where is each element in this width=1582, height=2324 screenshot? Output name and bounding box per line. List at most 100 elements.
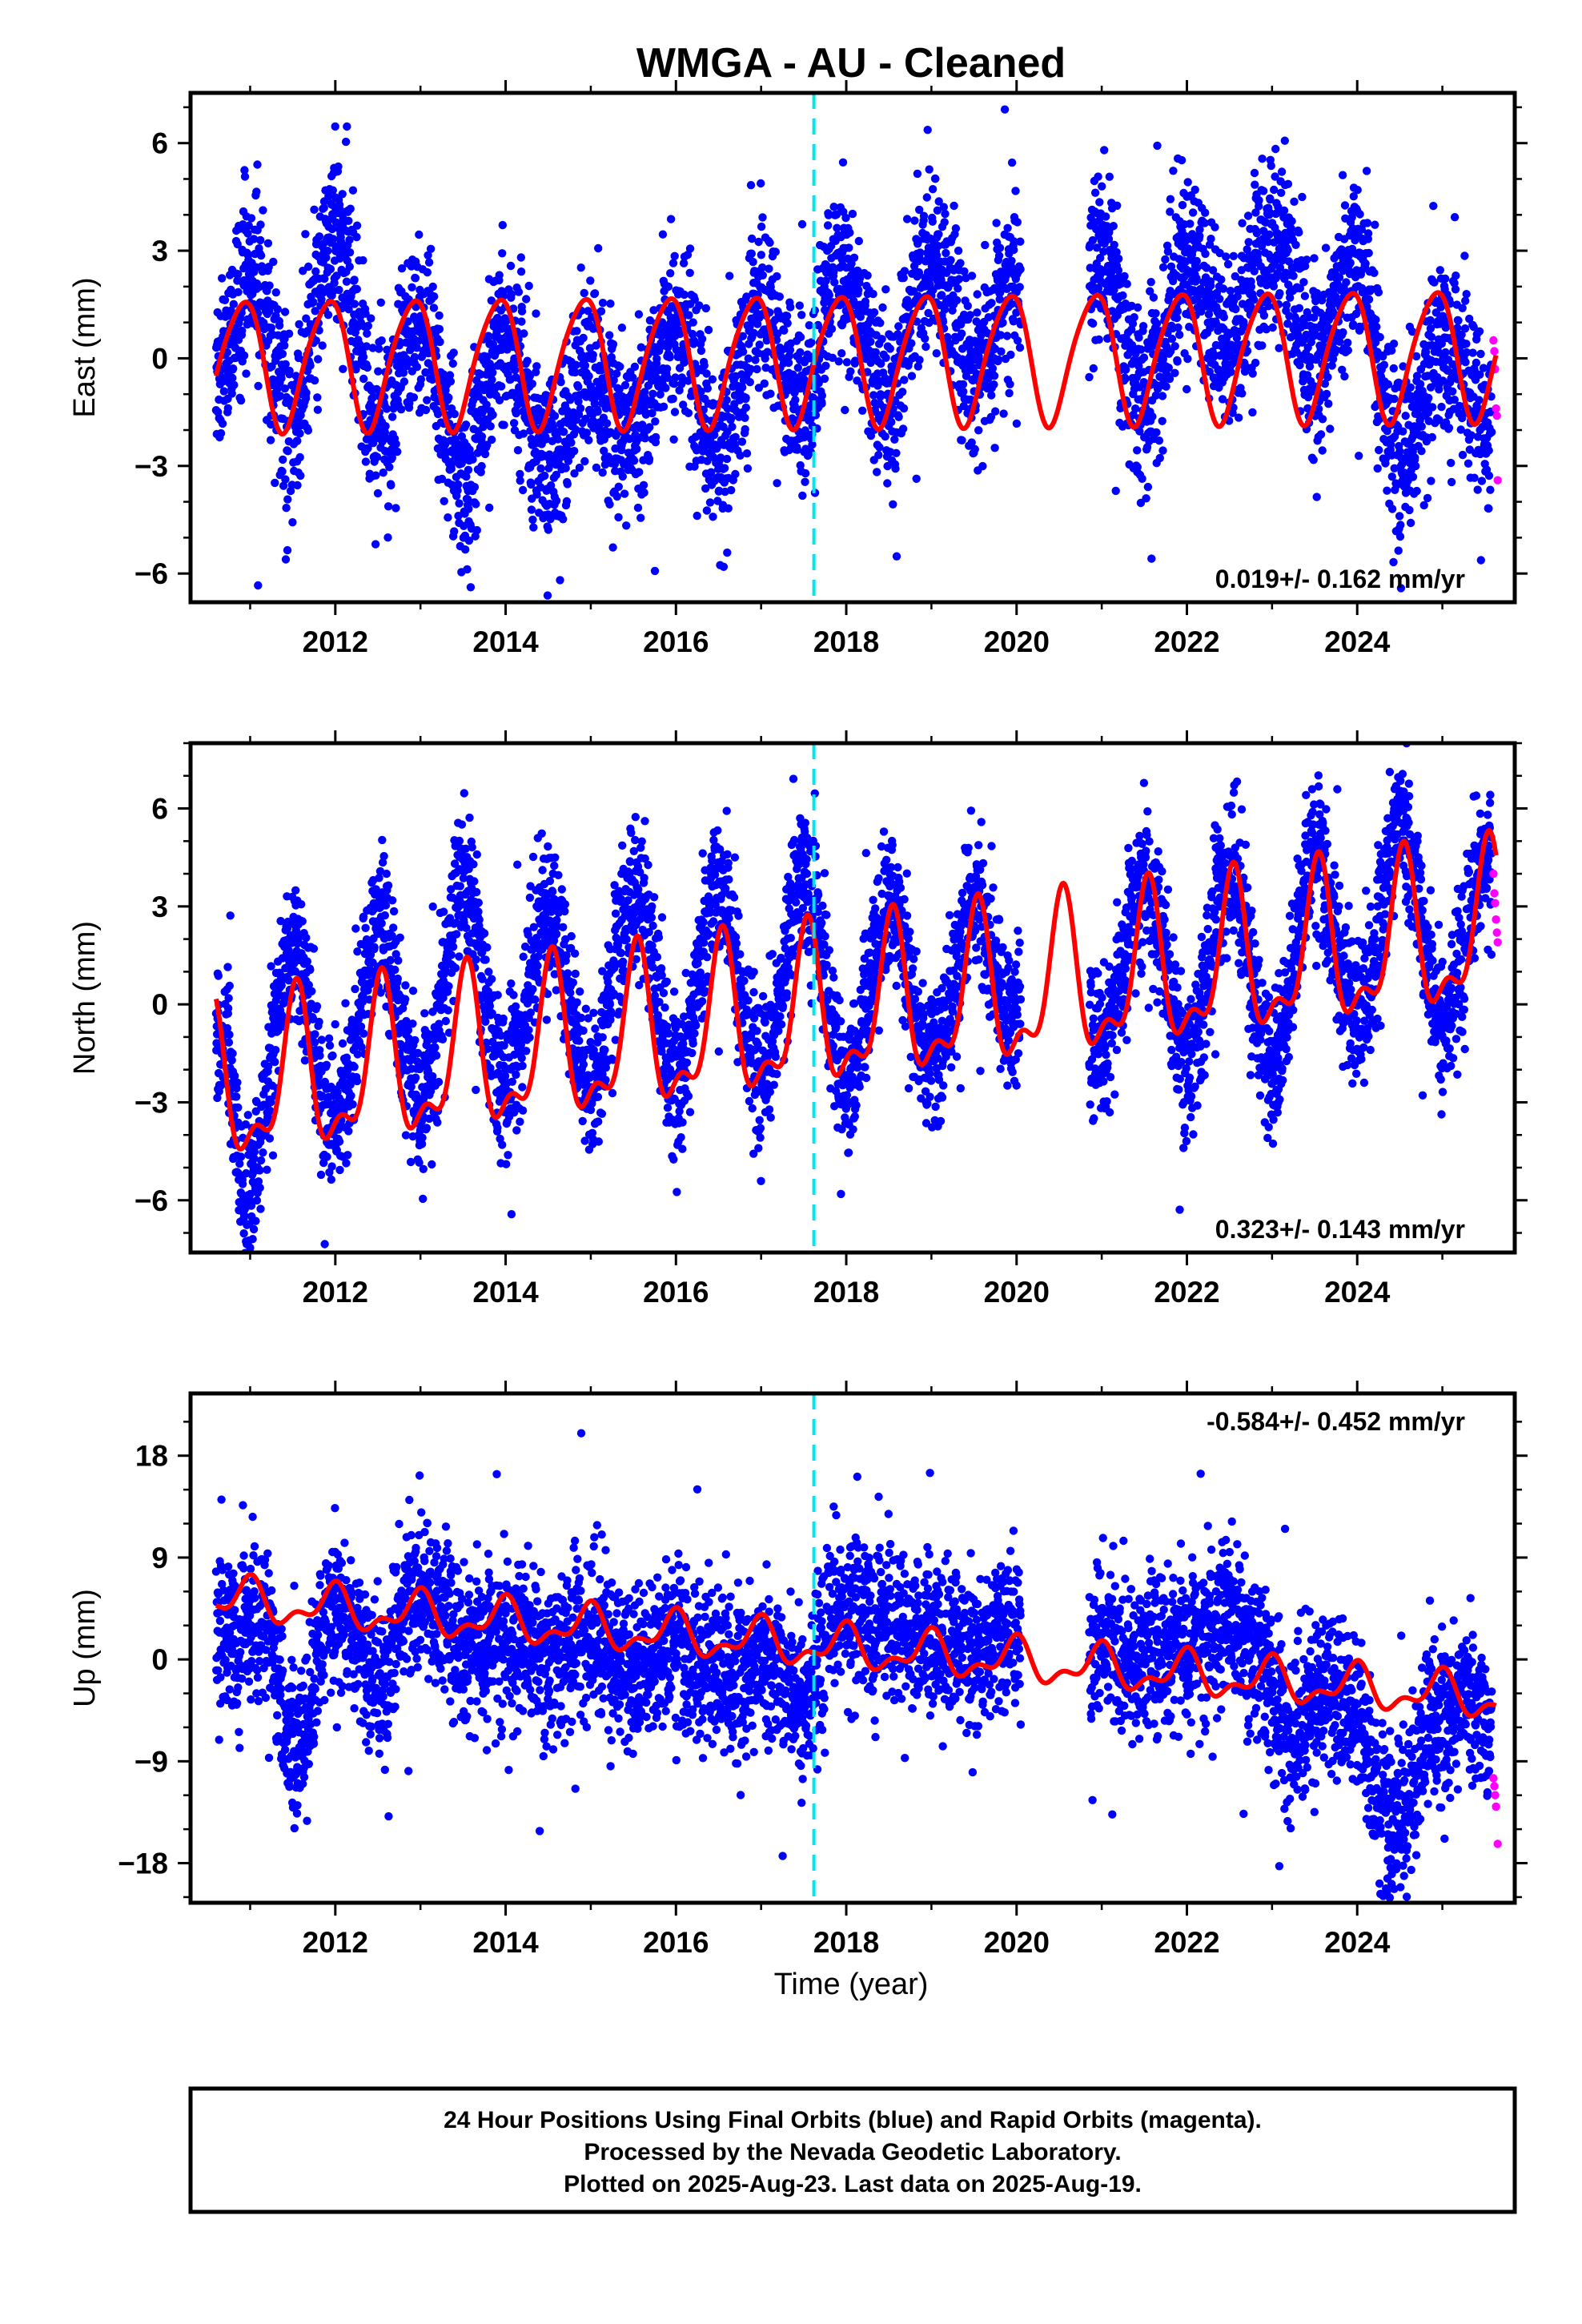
final-orbit-point [973,308,982,317]
final-orbit-point [1152,319,1162,328]
final-orbit-point [463,565,472,574]
final-orbit-point [1461,358,1470,367]
final-orbit-point [648,408,656,418]
final-orbit-point [716,453,725,462]
final-orbit-point [940,218,949,227]
final-orbit-point [234,270,243,279]
final-orbit-point [942,248,950,258]
final-orbit-point [1258,155,1267,163]
final-orbit-point [846,367,855,376]
final-orbit-point [1219,284,1228,293]
final-orbit-point [1138,322,1148,331]
final-orbit-point [1328,307,1338,316]
final-orbit-point [341,137,351,147]
final-orbit-point [346,204,355,213]
final-orbit-point [790,402,799,411]
final-orbit-point [783,319,792,328]
final-orbit-point [320,274,329,283]
final-orbit-point [350,275,359,284]
final-orbit-point [464,465,473,474]
final-orbit-point [334,162,343,171]
final-orbit-point [315,232,324,241]
final-orbit-point [1450,213,1460,222]
final-orbit-point [484,332,493,340]
final-orbit-point [227,306,235,315]
final-orbit-point [1138,474,1146,483]
final-orbit-point [1113,201,1122,210]
final-orbit-point [1269,282,1279,291]
final-orbit-point [219,387,228,396]
x-tick-label: 2012 [303,625,368,658]
final-orbit-point [731,432,740,441]
final-orbit-point [228,373,237,383]
final-orbit-point [616,362,624,371]
final-orbit-point [701,484,710,493]
final-orbit-point [223,1023,232,1033]
final-orbit-point [1243,211,1253,220]
final-orbit-point [634,310,644,319]
final-orbit-point [1090,188,1100,197]
final-orbit-point [1096,253,1105,263]
final-orbit-point [987,299,996,308]
final-orbit-point [363,329,371,338]
final-orbit-point [1395,532,1405,541]
final-orbit-point [773,479,781,488]
final-orbit-point [1163,247,1173,256]
final-orbit-point [1248,408,1257,417]
final-orbit-point [242,369,251,378]
final-orbit-point [1202,263,1211,272]
final-orbit-point [1399,362,1407,371]
final-orbit-point [1452,271,1460,280]
final-orbit-point [665,353,674,362]
final-orbit-point [1267,161,1275,171]
final-orbit-point [930,257,938,267]
final-orbit-point [281,475,290,484]
final-orbit-point [598,468,607,477]
final-orbit-point [1379,360,1389,369]
final-orbit-point [461,545,470,554]
final-orbit-point [516,476,524,485]
final-orbit-point [488,368,497,377]
final-orbit-point [227,389,236,398]
final-orbit-point [1372,323,1381,332]
final-orbit-point [746,181,756,190]
final-orbit-point [223,963,232,971]
final-orbit-point [415,230,424,239]
final-orbit-point [281,360,290,368]
final-orbit-point [611,444,620,453]
final-orbit-point [915,205,924,215]
final-orbit-point [1423,493,1432,503]
final-orbit-point [553,435,562,444]
final-orbit-point [236,396,246,405]
final-orbit-point [498,220,507,230]
final-orbit-point [527,505,536,514]
final-orbit-point [1447,458,1456,468]
final-orbit-point [1102,212,1110,221]
final-orbit-point [669,380,679,388]
final-orbit-point [537,408,547,416]
final-orbit-point [1178,200,1187,210]
final-orbit-point [483,352,492,361]
final-orbit-point [1155,453,1165,463]
final-orbit-point [701,304,710,313]
final-orbit-point [532,362,541,371]
final-orbit-point [697,335,707,344]
x-tick-label: 2016 [643,625,709,658]
final-orbit-point [224,1038,234,1047]
final-orbit-point [1154,436,1164,445]
final-orbit-point [1167,334,1177,344]
final-orbit-point [671,373,680,382]
final-orbit-point [1251,358,1260,368]
final-orbit-point [311,307,319,316]
final-orbit-point [959,387,968,396]
final-orbit-point [924,308,933,318]
final-orbit-point [444,393,453,402]
final-orbit-point [1271,144,1280,154]
final-orbit-point [645,423,654,432]
final-orbit-point [518,485,528,495]
y-tick-label: −6 [135,557,168,590]
final-orbit-point [376,298,385,307]
final-orbit-point [375,344,383,353]
final-orbit-point [677,380,686,388]
final-orbit-point [1444,424,1454,432]
